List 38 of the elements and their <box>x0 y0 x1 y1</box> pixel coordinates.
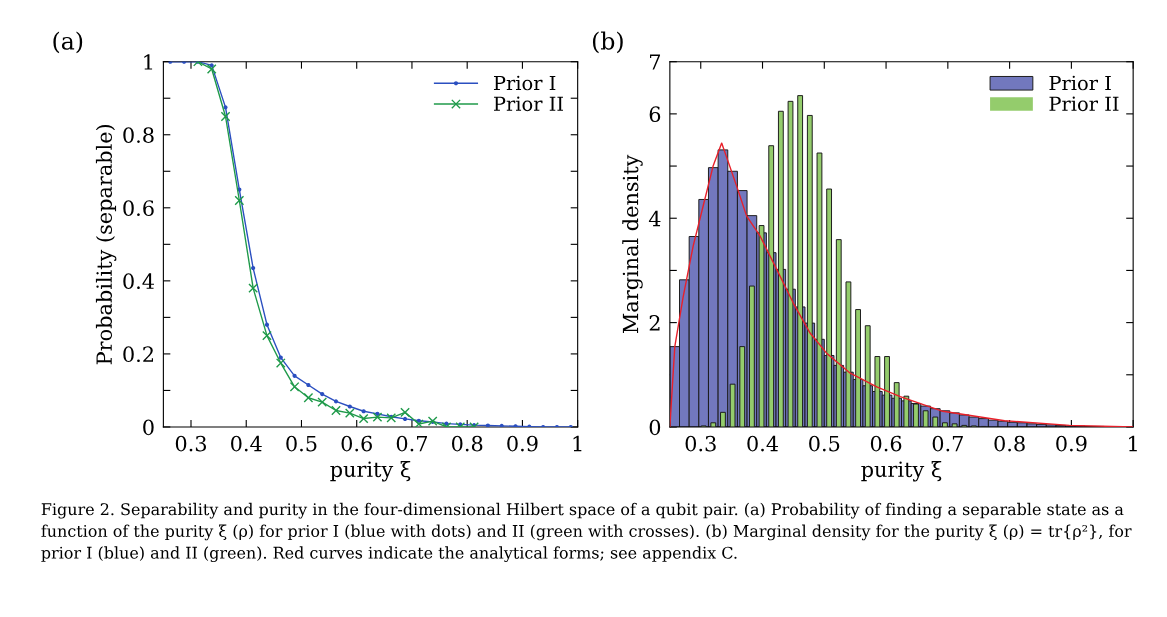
y-axis-title: Probability (separable) <box>95 124 117 365</box>
y-tick-label: 0 <box>649 419 661 436</box>
legend-label: Prior I <box>493 75 556 91</box>
x-tick-label: 0.6 <box>870 435 902 452</box>
chart-title: (a) <box>53 31 83 54</box>
x-axis-title: purity ξ <box>861 461 942 482</box>
x-tick-label: 0.7 <box>932 435 963 452</box>
x-axis-title: purity ξ <box>330 461 411 482</box>
x-tick-label: 0.6 <box>341 435 372 452</box>
x-tick-label: 1 <box>1129 435 1137 452</box>
x-tick-label: 0.3 <box>175 435 207 452</box>
x-tick-label: 0.3 <box>685 435 716 452</box>
x-tick-label: 0.9 <box>507 435 538 452</box>
y-tick-label: 1 <box>144 54 153 70</box>
y-tick-label: 6 <box>649 106 661 123</box>
x-tick-label: 0.8 <box>452 435 483 452</box>
x-tick-label: 0.4 <box>747 435 779 452</box>
y-tick-label: 0.2 <box>123 346 153 363</box>
legend-label: Prior II <box>1049 96 1119 112</box>
y-tick-label: 0.8 <box>123 127 154 143</box>
y-tick-label: 0.4 <box>123 273 154 290</box>
x-tick-label: 0.7 <box>396 435 428 452</box>
caption: Figure 2. Separability and purity in the four-dimensional Hilbert space of a qubit pair. (a) Probability of finding a separable state as a function of the purity ξ (ρ) for prior I (blue with dots) and II (green with crosses). (b) Marginal density for the purity ξ (ρ) = tr{ρ²}, for prior I (blue) and II (green). Red curves indicate the analytical forms; see appendix C. <box>41 502 1132 563</box>
x-tick-label: 0.5 <box>809 435 840 452</box>
y-tick-label: 0 <box>143 419 154 436</box>
y-tick-label: 0.6 <box>123 200 154 217</box>
y-axis-title: Marginal density <box>622 154 643 333</box>
x-tick-label: 0.4 <box>231 435 262 452</box>
legend-label: Prior I <box>1049 75 1111 91</box>
y-tick-label: 7 <box>650 54 661 70</box>
legend-label: Prior II <box>493 96 563 112</box>
x-tick-label: 0.5 <box>286 435 317 452</box>
x-tick-label: 0.9 <box>1056 435 1087 452</box>
x-tick-label: 1 <box>573 435 582 452</box>
x-tick-label: 0.8 <box>994 435 1025 452</box>
chart-title: (b) <box>592 31 623 54</box>
y-tick-label: 4 <box>648 210 661 227</box>
y-tick-label: 2 <box>649 315 660 331</box>
